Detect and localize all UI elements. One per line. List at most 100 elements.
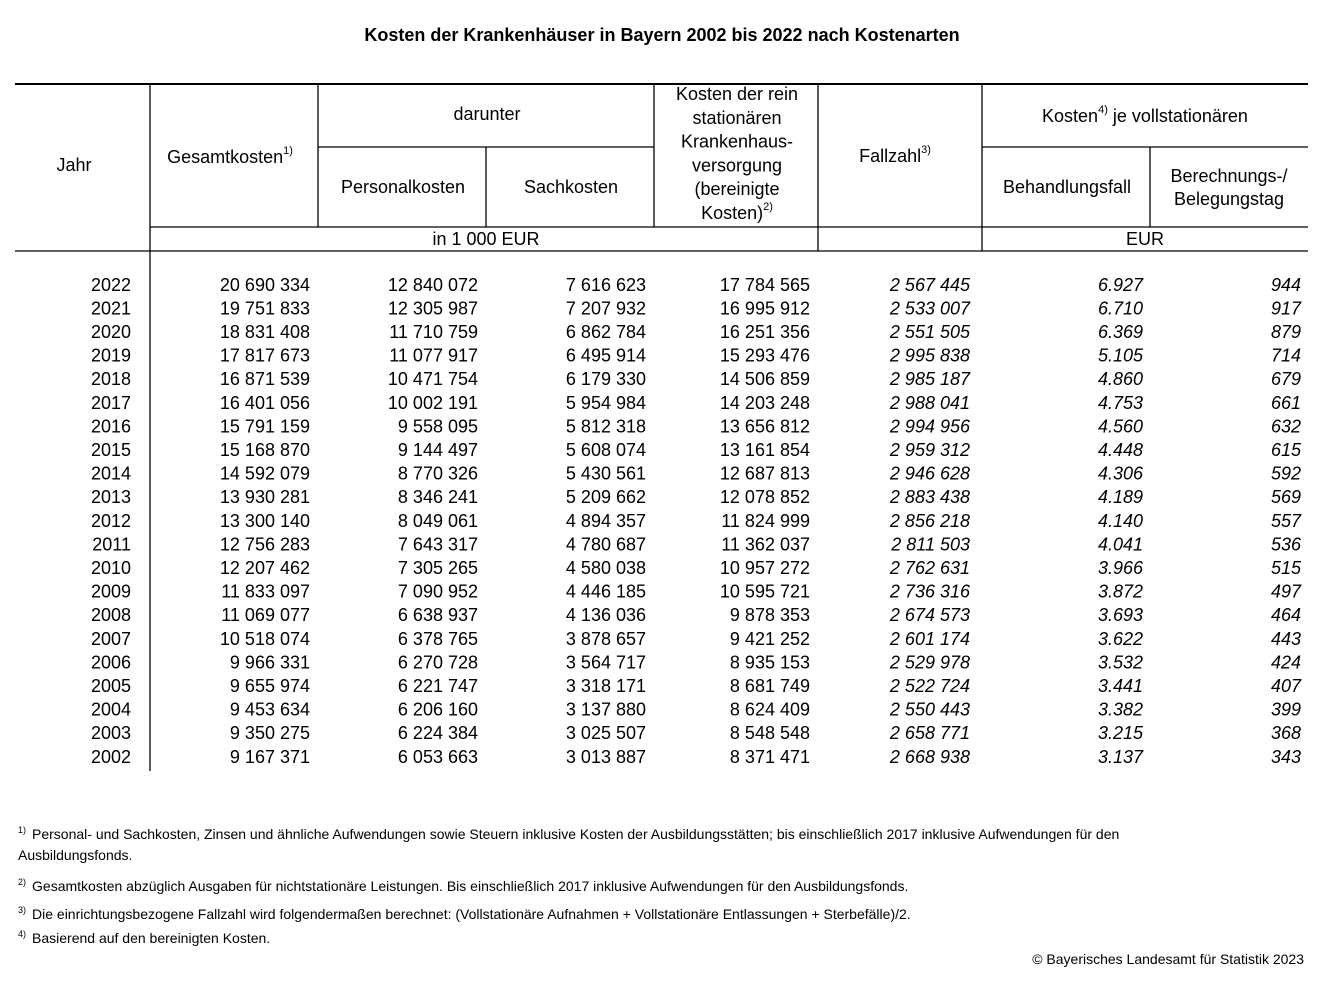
table-cell: 3 137 880: [566, 700, 646, 720]
header-line: Kosten)2): [701, 201, 773, 223]
table-cell: 661: [1271, 393, 1301, 413]
table-cell: 3.872: [1098, 582, 1143, 602]
table-cell: 6 862 784: [566, 322, 646, 342]
header-line: Krankenhaus-: [681, 131, 793, 151]
table-cell: 3.382: [1098, 700, 1143, 720]
footnote: 1) Personal- und Sachkosten, Zinsen und ä…: [18, 820, 1228, 866]
table-cell: 9 421 252: [730, 629, 810, 649]
table-cell: 917: [1271, 298, 1302, 318]
header-text: Kosten: [1042, 106, 1098, 126]
table-cell: 615: [1271, 440, 1302, 460]
table-cell: 12 840 072: [388, 275, 478, 295]
title: Kosten der Krankenhäuser in Bayern 2002 …: [364, 25, 959, 45]
table-cell: 2 856 218: [889, 511, 970, 531]
table-cell: 14 592 079: [220, 464, 310, 484]
table-cell: 17 784 565: [720, 275, 810, 295]
table-cell: 2 668 938: [889, 747, 970, 767]
footnote: 3) Die einrichtungsbezogene Fallzahl wird…: [18, 900, 1228, 925]
table-cell: 7 616 623: [566, 275, 646, 295]
table-cell: 16 401 056: [220, 393, 310, 413]
table-cell: 4.140: [1098, 511, 1143, 531]
row-year: 2014: [91, 464, 131, 484]
footnote-mark: 4): [18, 929, 27, 939]
table-cell: 6 495 914: [566, 346, 646, 366]
row-year: 2018: [91, 369, 131, 389]
table-cell: 6.369: [1098, 322, 1143, 342]
table-cell: 2 995 838: [889, 346, 970, 366]
table-cell: 13 930 281: [220, 487, 310, 507]
table-cell: 2 551 505: [889, 322, 971, 342]
table-cell: 443: [1271, 629, 1301, 649]
header-behandlungsfall: Behandlungsfall: [1003, 177, 1131, 197]
table-cell: 6 179 330: [566, 369, 646, 389]
copyright: © Bayerisches Landesamt für Statistik 20…: [1032, 951, 1304, 967]
table-cell: 2 522 724: [889, 676, 970, 696]
table-cell: 6 053 663: [398, 747, 478, 767]
footnote-text: Basierend auf den bereinigten Kosten.: [32, 930, 271, 946]
table-cell: 4.041: [1098, 534, 1143, 554]
table-cell: 515: [1271, 558, 1302, 578]
table-cell: 569: [1271, 487, 1301, 507]
table-cell: 8 624 409: [730, 700, 810, 720]
header-bereinigte: Kosten der rein stationären Krankenhaus-ve…: [676, 84, 798, 223]
table-cell: 4.860: [1098, 369, 1143, 389]
table-cell: 6 221 747: [398, 676, 478, 696]
table-cell: 11 077 917: [389, 346, 478, 366]
table-cell: 8 770 326: [398, 464, 478, 484]
table-cell: 18 831 408: [220, 322, 310, 342]
table-cell: 8 548 548: [730, 723, 810, 743]
table-cell: 4.560: [1098, 416, 1143, 436]
table-cell: 7 643 317: [398, 534, 478, 554]
table-cell: 16 871 539: [220, 369, 310, 389]
table-cell: 2 567 445: [889, 275, 971, 295]
table-cell: 6 270 728: [398, 652, 478, 672]
table-cell: 9 453 634: [230, 700, 310, 720]
table-cell: 3.137: [1098, 747, 1144, 767]
row-year: 2009: [91, 582, 131, 602]
header-line: versorgung: [692, 155, 782, 175]
header-line: Kosten der rein: [676, 84, 798, 104]
table-cell: 5 608 074: [566, 440, 646, 460]
row-year: 2010: [91, 558, 131, 578]
footnote: 2) Gesamtkosten abzüglich Ausgaben für ni…: [18, 872, 1228, 897]
table-cell: 2 550 443: [889, 700, 970, 720]
table-cell: 15 791 159: [220, 416, 310, 436]
table-cell: 944: [1271, 275, 1301, 295]
row-year: 2005: [91, 676, 131, 696]
table-cell: 9 655 974: [230, 676, 310, 696]
table-cell: 2 959 312: [889, 440, 970, 460]
table-cell: 9 966 331: [230, 652, 310, 672]
table-cell: 2 533 007: [889, 298, 971, 318]
header-line: stationären: [692, 108, 781, 128]
table-cell: 6 638 937: [398, 605, 478, 625]
table-cell: 4 446 185: [566, 582, 646, 602]
table-cell: 5 812 318: [566, 416, 646, 436]
table-cell: 6 378 765: [398, 629, 478, 649]
table-cell: 3.693: [1098, 605, 1143, 625]
header-sachkosten: Sachkosten: [524, 177, 618, 197]
table-cell: 407: [1271, 676, 1302, 696]
table-cell: 10 002 191: [388, 393, 478, 413]
unit-label: EUR: [1126, 229, 1164, 249]
header-belegungstag: Belegungstag: [1174, 189, 1284, 209]
unit-label: in 1 000 EUR: [432, 229, 539, 249]
table-cell: 9 167 371: [230, 747, 310, 767]
table-cell: 4 580 038: [566, 558, 646, 578]
table-cell: 2 985 187: [889, 369, 971, 389]
row-year: 2015: [91, 440, 131, 460]
table-cell: 9 144 497: [398, 440, 478, 460]
table-cell: 3 564 717: [566, 652, 646, 672]
header-text: Krankenhaus-: [681, 131, 793, 151]
header-fallzahl: Fallzahl3): [859, 144, 931, 166]
header-kosten-je: Kosten4) je vollstationären: [1042, 104, 1248, 126]
table-cell: 8 346 241: [398, 487, 478, 507]
table-cell: 13 161 854: [720, 440, 810, 460]
header-text: Kosten): [701, 203, 763, 223]
row-year: 2013: [91, 487, 131, 507]
row-year: 2017: [91, 393, 131, 413]
table-cell: 11 710 759: [389, 322, 478, 342]
table-cell: 497: [1271, 582, 1302, 602]
table-cell: 368: [1271, 723, 1301, 743]
